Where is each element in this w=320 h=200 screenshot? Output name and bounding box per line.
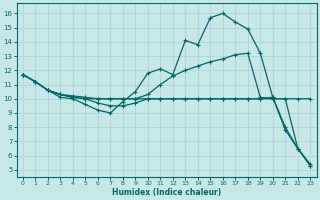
X-axis label: Humidex (Indice chaleur): Humidex (Indice chaleur) [112,188,221,197]
